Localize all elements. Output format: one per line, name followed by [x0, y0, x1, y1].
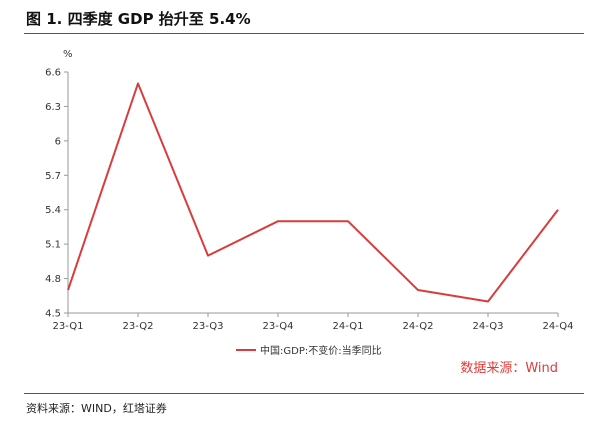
x-tick-label: 24-Q1 [333, 321, 364, 332]
x-tick-label: 24-Q2 [403, 321, 434, 332]
y-tick-label: 5.4 [45, 205, 61, 216]
source-note: 资料来源：WIND，红塔证券 [26, 402, 167, 415]
footer-rule [24, 393, 584, 394]
x-tick-label: 23-Q3 [193, 321, 224, 332]
x-tick-label: 24-Q3 [473, 321, 504, 332]
chart-legend: 中国:GDP:不变价:当季同比 [236, 344, 382, 357]
y-tick-label: 6 [55, 136, 61, 147]
x-tick-label: 23-Q4 [263, 321, 294, 332]
chart-series [67, 82, 559, 303]
y-tick-label: 4.5 [45, 309, 61, 320]
x-tick-label: 23-Q2 [123, 321, 154, 332]
chart-source-note: 数据来源：Wind [460, 361, 558, 376]
gdp-series-line [67, 82, 559, 303]
y-tick-label: 5.1 [45, 240, 61, 251]
y-tick-label: 6.3 [45, 102, 61, 113]
chart-axes: 4.5 4.8 5.1 5.4 5.7 6 6.3 6.6 23-Q1 23-Q2 23-Q3 23-… [45, 68, 573, 333]
y-axis-unit: % [63, 49, 73, 60]
y-tick-label: 6.6 [45, 68, 61, 79]
title-rule [24, 33, 584, 34]
legend-label: 中国:GDP:不变价:当季同比 [260, 344, 382, 357]
y-tick-label: 4.8 [45, 274, 61, 285]
figure-title: 图 1. 四季度 GDP 抬升至 5.4% [26, 10, 251, 28]
y-tick-label: 5.7 [45, 171, 61, 182]
x-tick-label: 23-Q1 [53, 321, 84, 332]
x-tick-label: 24-Q4 [543, 321, 574, 332]
